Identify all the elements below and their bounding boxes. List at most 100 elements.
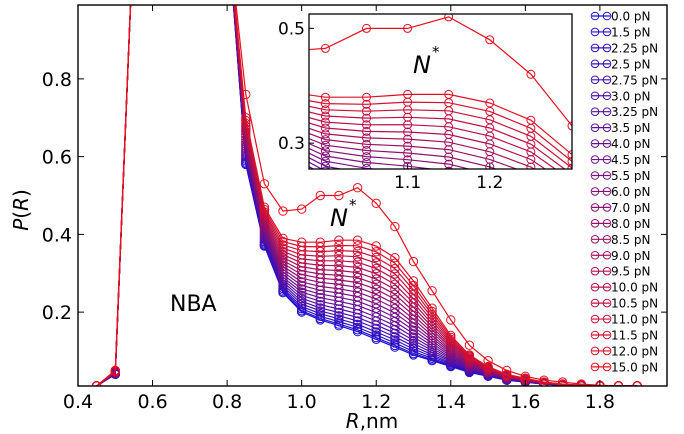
inset-data-point bbox=[444, 14, 454, 22]
legend-marker bbox=[590, 219, 600, 228]
legend-entry-11_0pn: 11.0 pN bbox=[590, 313, 658, 327]
legend-marker bbox=[590, 282, 600, 292]
inset-data-point bbox=[362, 158, 371, 167]
inset-series-8_0pn bbox=[309, 138, 498, 169]
legend-entry-12_0pn: 12.0 pN bbox=[590, 344, 658, 358]
data-point bbox=[241, 89, 251, 100]
legend-marker bbox=[602, 171, 612, 180]
inset-series-11_5pn bbox=[309, 97, 572, 166]
data-point bbox=[334, 311, 344, 321]
data-point bbox=[315, 237, 325, 247]
inset-data-point bbox=[362, 163, 371, 169]
legend-marker bbox=[590, 250, 600, 260]
data-point bbox=[352, 257, 363, 267]
inset-x-tick-label: 1.1 bbox=[394, 173, 421, 193]
legend-marker bbox=[590, 330, 600, 340]
nstar-annotation-inset: N * bbox=[413, 43, 440, 79]
x-tick-label: 1.8 bbox=[585, 391, 615, 413]
legend-entry-1_5pn: 1.5 pN bbox=[590, 25, 651, 39]
data-point bbox=[390, 284, 400, 295]
inset-data-point bbox=[320, 140, 330, 150]
inset-series-12_0pn bbox=[309, 89, 572, 160]
data-point bbox=[334, 235, 344, 245]
legend-marker bbox=[602, 298, 612, 308]
legend-entry-4_5pn: 4.5 pN bbox=[590, 153, 651, 167]
y-tick-label: 0.6 bbox=[42, 147, 72, 169]
data-point bbox=[259, 202, 270, 212]
legend-marker bbox=[602, 235, 612, 244]
inset-y-tick-label: 0.5 bbox=[278, 19, 305, 39]
data-point bbox=[408, 276, 419, 286]
inset-data-point bbox=[320, 123, 330, 133]
data-point bbox=[352, 235, 363, 245]
data-point bbox=[334, 251, 344, 261]
svg-text:*: * bbox=[349, 196, 357, 214]
inset-data-point bbox=[321, 166, 330, 169]
inset-data-point bbox=[403, 89, 413, 99]
data-point bbox=[297, 290, 307, 301]
legend-marker bbox=[590, 187, 600, 196]
data-point bbox=[371, 327, 381, 337]
legend-entry-7_0pn: 7.0 pN bbox=[590, 201, 651, 215]
inset-series-7_0pn bbox=[309, 142, 472, 169]
nba-label: NBA bbox=[170, 292, 217, 317]
data-point bbox=[502, 365, 512, 376]
legend-marker bbox=[590, 91, 600, 101]
inset-data-point bbox=[485, 98, 495, 108]
inset-data-point bbox=[567, 156, 572, 166]
legend-marker bbox=[602, 346, 612, 356]
legend-label: 12.0 pN bbox=[611, 344, 658, 358]
legend-marker bbox=[602, 330, 612, 340]
legend-label: 2.5 pN bbox=[611, 57, 651, 71]
x-tick-label: 0.4 bbox=[63, 391, 93, 413]
inset-data-point bbox=[362, 146, 371, 155]
legend-entry-0_0pn: 0.0 pN bbox=[590, 10, 651, 24]
inset-series-4_5pn bbox=[309, 157, 344, 169]
legend-marker bbox=[590, 298, 600, 308]
inset-series-line bbox=[309, 127, 536, 169]
data-point bbox=[352, 277, 363, 288]
inset-data-point bbox=[403, 120, 413, 130]
legend-marker bbox=[602, 139, 612, 148]
legend-marker bbox=[602, 155, 612, 164]
inset-data-point bbox=[567, 163, 572, 169]
inset-series-group bbox=[309, 14, 572, 169]
svg-text:*: * bbox=[432, 43, 440, 61]
x-tick-label: 1.2 bbox=[361, 391, 391, 413]
data-point bbox=[408, 341, 419, 351]
data-point bbox=[315, 190, 325, 201]
data-point bbox=[352, 267, 363, 278]
data-point bbox=[371, 247, 381, 257]
legend-marker bbox=[590, 75, 600, 85]
legend-entry-5_5pn: 5.5 pN bbox=[590, 169, 651, 183]
legend-label: 2.75 pN bbox=[611, 73, 658, 87]
svg-text:N: N bbox=[330, 204, 348, 232]
data-point bbox=[390, 221, 400, 232]
data-point bbox=[297, 293, 307, 304]
data-point bbox=[315, 300, 325, 310]
data-point bbox=[371, 241, 381, 251]
legend-marker bbox=[602, 11, 612, 21]
legend-entry-2_75pn: 2.75 pN bbox=[590, 73, 658, 87]
inset-series-line bbox=[309, 132, 519, 169]
data-point bbox=[371, 198, 381, 209]
inset-data-point bbox=[320, 135, 330, 145]
inset-data-point bbox=[320, 129, 330, 139]
data-point bbox=[371, 252, 381, 263]
x-ticks: 0.4 0.6 0.8 1.0 1.2 1.4 1.6 1.8 bbox=[63, 5, 615, 413]
legend-marker bbox=[590, 235, 600, 244]
legend-label: 2.25 pN bbox=[611, 41, 658, 55]
inset-series-4_0pn bbox=[309, 161, 330, 169]
legend-marker bbox=[602, 43, 612, 53]
inset-series-9_5pn bbox=[309, 122, 547, 169]
inset-data-point bbox=[320, 117, 330, 127]
x-tick-label: 0.8 bbox=[212, 391, 242, 413]
data-point bbox=[334, 261, 344, 271]
legend-entry-6_0pn: 6.0 pN bbox=[590, 185, 651, 199]
legend-entry-8_0pn: 8.0 pN bbox=[590, 217, 651, 231]
inset-data-point bbox=[567, 150, 572, 160]
inset-data-point bbox=[444, 89, 454, 99]
legend-entry-3_0pn: 3.0 pN bbox=[590, 89, 651, 103]
inset-data-point bbox=[320, 43, 330, 53]
legend-label: 4.5 pN bbox=[611, 153, 651, 167]
